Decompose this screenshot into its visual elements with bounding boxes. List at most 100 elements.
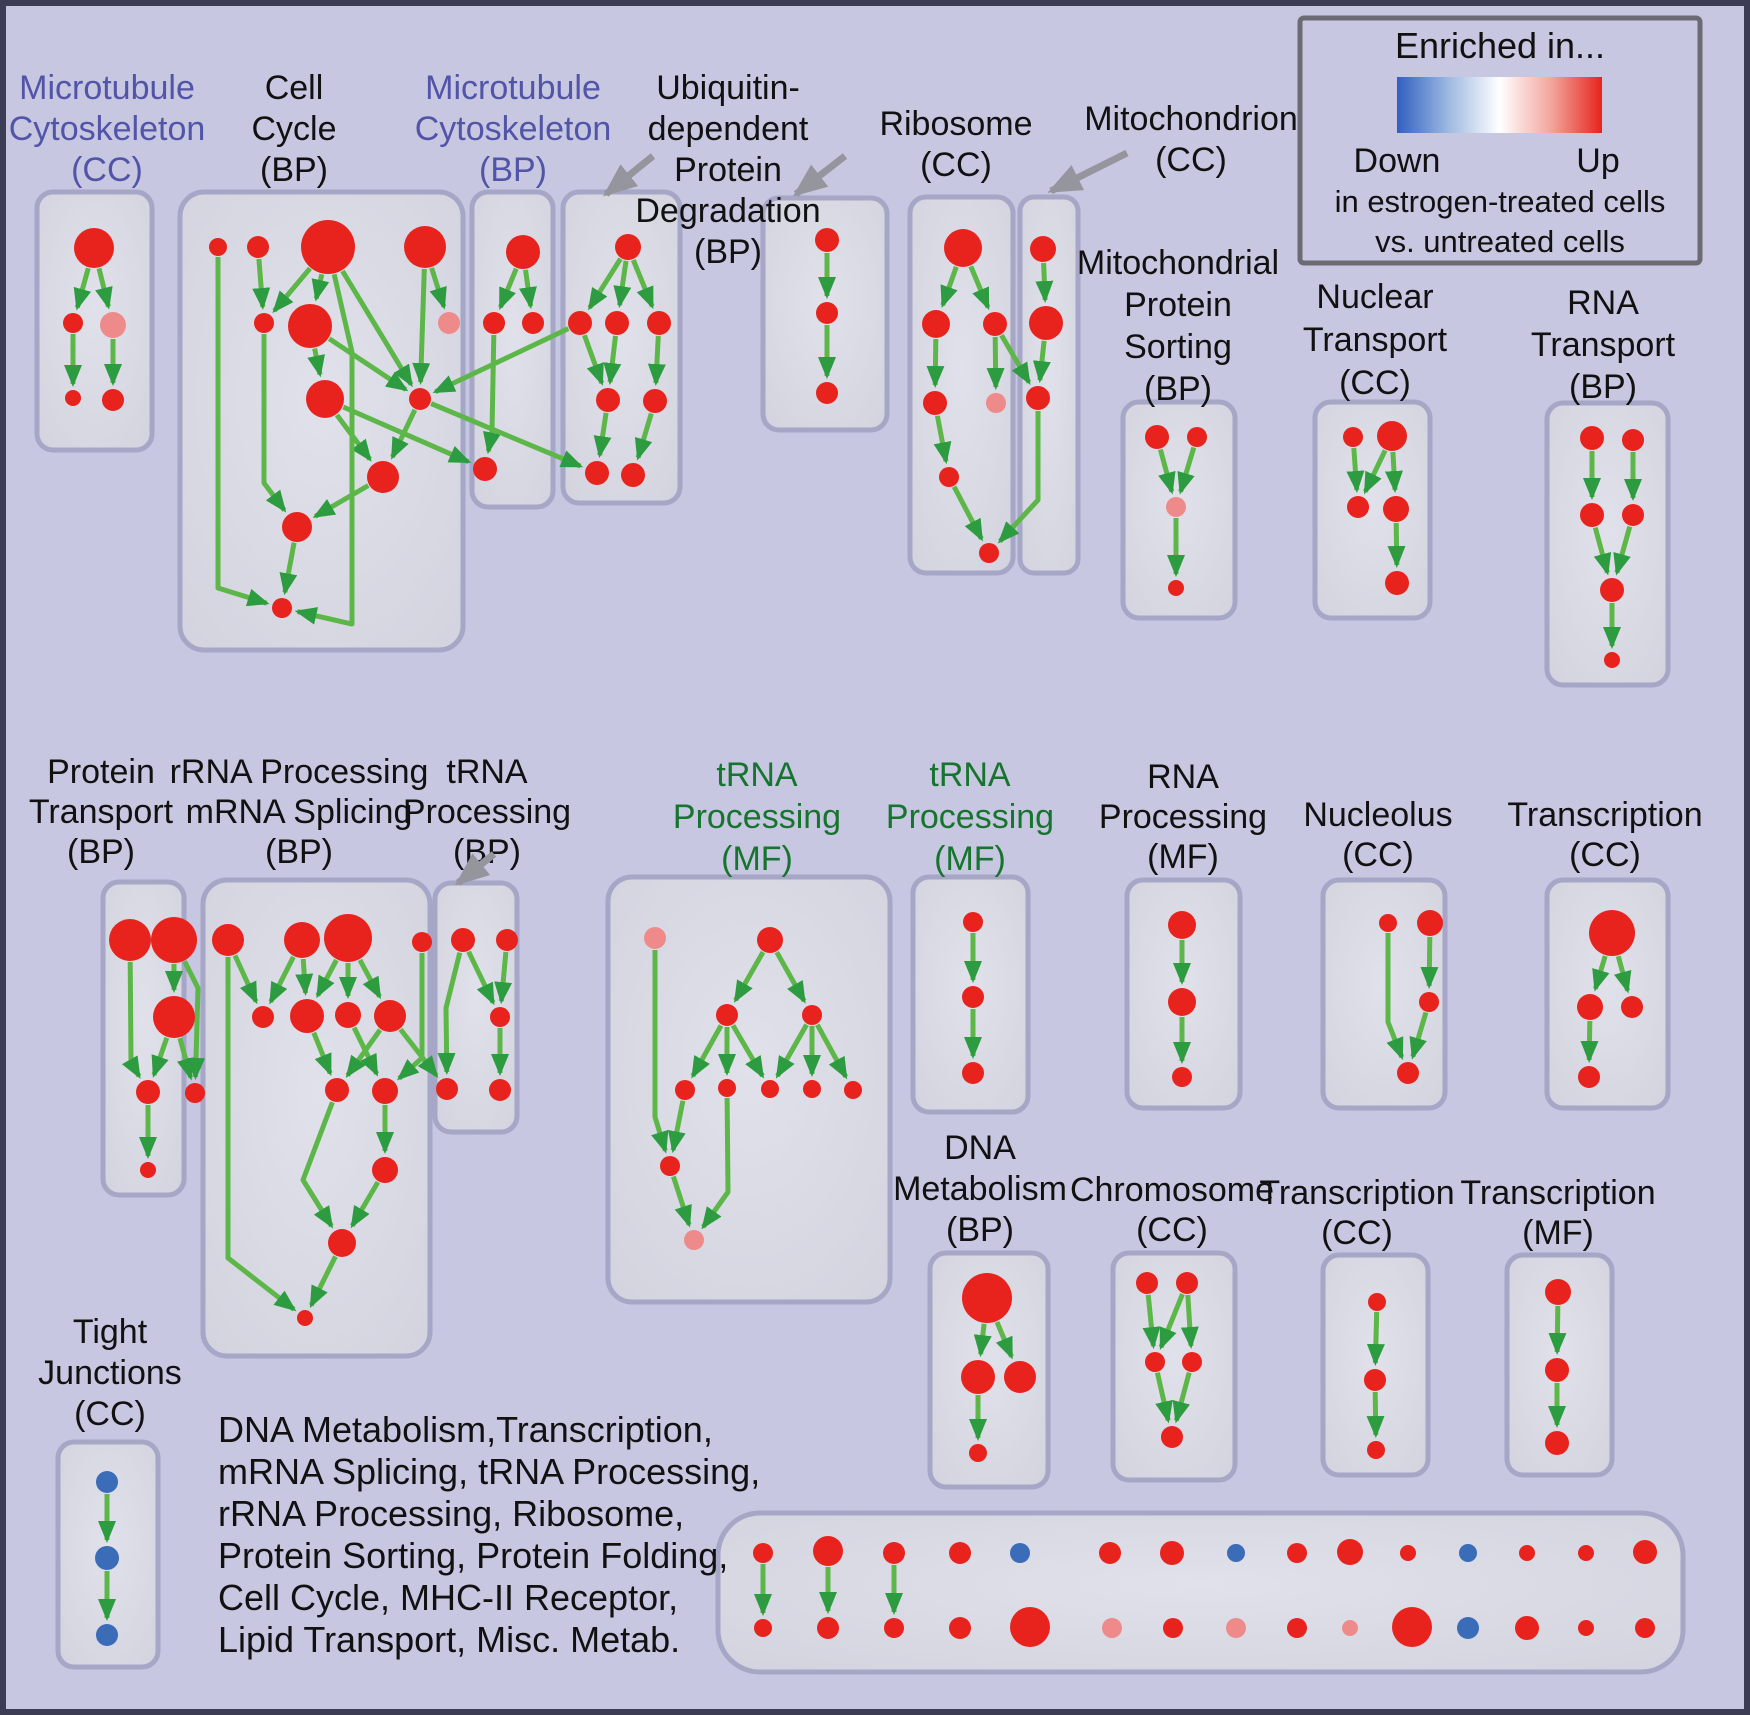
cell-cycle-bp-box xyxy=(177,189,466,653)
cell-cycle-bp-node xyxy=(367,461,399,493)
protein-transport-bp-node xyxy=(109,919,151,961)
nucleolus-cc-node xyxy=(1379,914,1397,932)
microtubule-cytoskeleton-cc-edge xyxy=(73,267,92,311)
ribosome-cc-label: Ribosome (CC) xyxy=(879,105,1032,184)
rrna-processing-mrna-splicing-bp-edge xyxy=(350,1180,381,1229)
ribosome-cc-node xyxy=(944,229,982,267)
ribosome-cc-edge xyxy=(940,265,959,309)
dna-metabolism-bp-node xyxy=(1004,1361,1036,1393)
cell-cycle-bp-edge xyxy=(279,542,298,596)
misc-cluster-row-node xyxy=(1227,1544,1245,1562)
microtubule-cytoskeleton-cc-node xyxy=(65,390,81,406)
rna-transport-bp-node xyxy=(1604,652,1620,668)
protein-transport-bp-label: Protein Transport (BP) xyxy=(29,753,174,871)
ribosome-cc-node xyxy=(983,312,1007,336)
microtubule-cytoskeleton-cc-edge xyxy=(95,267,113,310)
misc-cluster-row-node xyxy=(1099,1542,1121,1564)
rna-processing-mf-node xyxy=(1172,1067,1192,1087)
label-pointer-arrow xyxy=(1047,149,1129,195)
trna-processing-mf-large-node xyxy=(803,1080,821,1098)
microtubule-cytoskeleton-cc-node xyxy=(63,313,83,333)
misc-cluster-row-node xyxy=(1010,1607,1050,1647)
trna-processing-mf-large-edge xyxy=(671,1175,692,1228)
rna-transport-bp-edge xyxy=(1613,525,1633,576)
chromosome-cc-edge xyxy=(1172,1371,1192,1424)
trna-processing-bp-node xyxy=(490,1007,510,1027)
microtubule-cytoskeleton-cc-node xyxy=(100,312,126,338)
transcription-cc-mid-label: Transcription (CC) xyxy=(1507,796,1702,874)
cell-cycle-bp-edge xyxy=(311,273,330,302)
chromosome-cc-node xyxy=(1176,1272,1198,1294)
protein-transport-bp-node xyxy=(151,917,197,963)
nucleolus-cc-edge xyxy=(1420,936,1439,989)
ribosome-cc-node xyxy=(923,391,947,415)
transcription-cc-mid-node xyxy=(1621,996,1643,1018)
rrna-processing-mrna-splicing-bp-edge xyxy=(308,1255,338,1309)
ubiquitin-dependent-protein-degradation-bp-node xyxy=(621,463,645,487)
nuclear-transport-cc-node xyxy=(1347,496,1369,518)
misc-cluster-row-node xyxy=(1392,1607,1432,1647)
mitochondrial-protein-sorting-bp-node xyxy=(1166,497,1186,517)
nucleolus-cc-node xyxy=(1417,910,1443,936)
ribosome-cc-edge xyxy=(951,485,984,542)
chromosome-cc-edge xyxy=(1154,1372,1173,1424)
trna-processing-mf-large-node xyxy=(716,1004,738,1026)
ubiquitin-dependent-protein-degradation-bp-node xyxy=(643,389,667,413)
rrna-processing-mrna-splicing-bp-node xyxy=(212,924,244,956)
ubiquitin-box-2-node xyxy=(816,302,838,324)
trna-processing-mf-large-edge xyxy=(667,1100,686,1154)
rrna-processing-mrna-splicing-bp-edge xyxy=(357,958,382,1000)
rrna-processing-mrna-splicing-bp-node xyxy=(325,1078,349,1102)
cell-cycle-bp-edge xyxy=(215,257,270,607)
cell-cycle-bp-node xyxy=(404,226,446,268)
ubiquitin-dependent-protein-degradation-bp-node xyxy=(568,311,592,335)
nuclear-transport-cc-node xyxy=(1385,571,1409,595)
transcription-cc-mid-edge xyxy=(1613,955,1632,994)
dna-metabolism-bp-node xyxy=(961,1360,995,1394)
nodes xyxy=(63,220,1657,1647)
microtubule-cytoskeleton-bp-edge xyxy=(483,334,501,455)
trna-processing-mf-large-label: tRNA Processing (MF) xyxy=(673,756,841,878)
cell-cycle-bp-edge xyxy=(307,347,325,378)
rna-transport-bp-label: RNA Transport (BP) xyxy=(1531,284,1676,406)
misc-cluster-row-node xyxy=(1226,1618,1246,1638)
transcription-cc-bottom-node xyxy=(1367,1441,1385,1459)
transcription-cc-bottom-node xyxy=(1368,1293,1386,1311)
ribosome-cc-edge xyxy=(986,336,1005,390)
transcription-cc-mid-edge xyxy=(1592,955,1610,992)
cell-cycle-bp-edge xyxy=(412,268,431,385)
transcription-mf-bottom-node xyxy=(1545,1358,1569,1382)
tight-junctions-cc-node xyxy=(96,1624,118,1646)
cell-cycle-bp-edge xyxy=(252,258,271,310)
misc-cluster-row-node xyxy=(1010,1543,1030,1563)
misc-cluster-row-node xyxy=(1519,1545,1535,1561)
protein-transport-bp-node xyxy=(153,996,195,1038)
microtubule-cytoskeleton-cc-label: Microtubule Cytoskeleton (CC) xyxy=(9,69,206,189)
rna-transport-bp-node xyxy=(1600,578,1624,602)
cell-cycle-bp-edge xyxy=(340,269,414,388)
ubiquitin-dependent-protein-degradation-bp-edge xyxy=(613,260,632,309)
ubiquitin-dependent-protein-degradation-bp-node xyxy=(647,311,671,335)
microtubule-cytoskeleton-bp-node xyxy=(473,457,497,481)
nucleolus-cc-label: Nucleolus (CC) xyxy=(1303,796,1452,874)
chromosome-cc-edge xyxy=(1180,1294,1199,1349)
rna-transport-bp-box xyxy=(1544,400,1671,688)
cell-cycle-bp-edge xyxy=(261,334,287,513)
cell-cycle-bp-node xyxy=(209,238,227,256)
dna-metabolism-bp-label: DNA Metabolism (BP) xyxy=(893,1129,1067,1249)
tight-junctions-cc-node xyxy=(96,1471,118,1493)
rrna-processing-mrna-splicing-bp-label: rRNA Processing mRNA Splicing (BP) xyxy=(170,753,429,871)
cell-cycle-bp-node xyxy=(409,388,431,410)
legend: Enriched in... Down Up in estrogen-treated … xyxy=(1297,15,1703,266)
ribosome-cc-node xyxy=(939,467,959,487)
trna-processing-bp-edge xyxy=(437,951,463,1075)
rrna-processing-mrna-splicing-bp-edge xyxy=(225,957,297,1312)
misc-cluster-row-node xyxy=(1102,1618,1122,1638)
trna-processing-mf-large-node xyxy=(802,1005,822,1025)
rrna-processing-mrna-splicing-bp-node xyxy=(324,914,372,962)
chromosome-cc-box xyxy=(1110,1250,1238,1483)
protein-transport-bp-node xyxy=(136,1080,160,1104)
transcription-cc-bottom-edge xyxy=(1366,1311,1385,1366)
